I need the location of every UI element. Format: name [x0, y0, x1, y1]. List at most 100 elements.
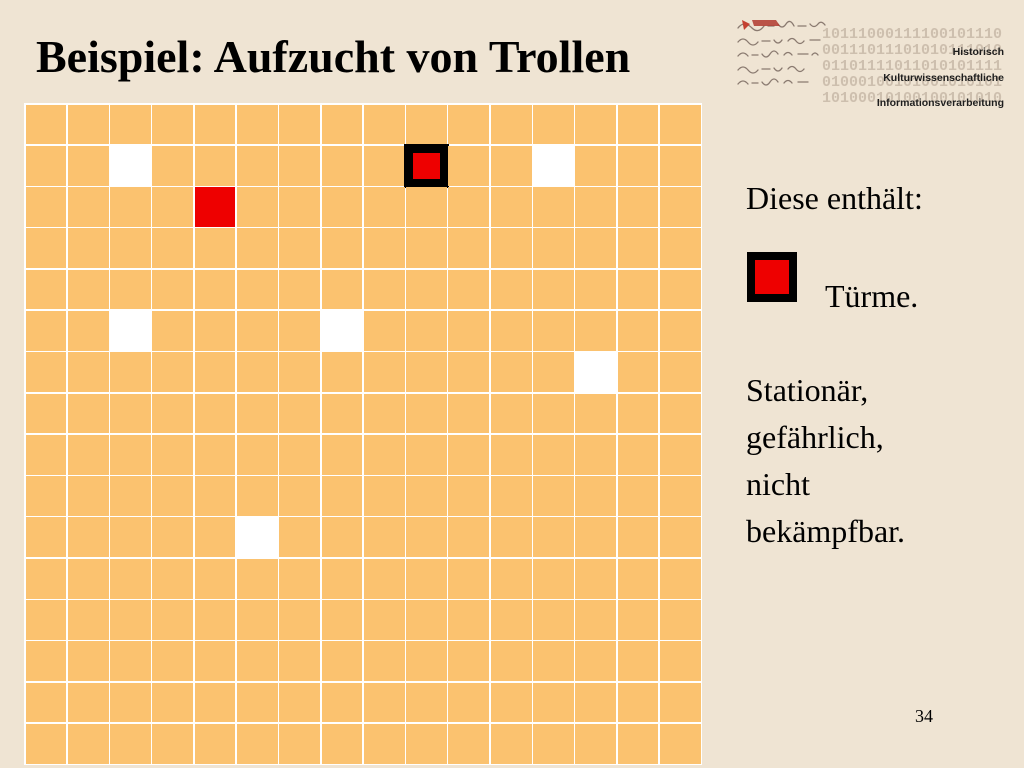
grid-cell [67, 145, 109, 186]
grid-cell [321, 352, 363, 393]
grid-cell [363, 476, 405, 516]
grid-cell [110, 393, 151, 434]
logo-label-historisch: Historisch [952, 46, 1004, 58]
grid-cell [321, 104, 363, 145]
grid-cell-white [575, 352, 617, 393]
grid-cell [406, 434, 447, 475]
grid-cell [279, 434, 321, 475]
grid-cell [406, 269, 447, 310]
grid-cell [279, 723, 321, 764]
grid-cell [236, 641, 278, 682]
grid-cell [575, 641, 617, 682]
grid-cell [110, 228, 151, 269]
grid-cell [321, 517, 363, 558]
grid-cell [490, 641, 532, 682]
grid-cell [152, 641, 194, 682]
grid-cell [194, 641, 236, 682]
grid-cell [25, 641, 67, 682]
grid-cell [363, 269, 405, 310]
grid-cell [152, 476, 194, 516]
grid-cell [490, 269, 532, 310]
grid-cell [279, 187, 321, 227]
grid-cell [448, 558, 490, 599]
grid-cell [110, 682, 151, 723]
grid-cell [659, 352, 701, 393]
grid-cell [194, 723, 236, 764]
grid-cell [110, 434, 151, 475]
grid-cell [363, 310, 405, 351]
grid-cell [448, 641, 490, 682]
grid-cell [575, 269, 617, 310]
grid-cell [67, 104, 109, 145]
slide-title: Beispiel: Aufzucht von Trollen [36, 31, 631, 82]
grid-cell [617, 434, 659, 475]
grid-cell [279, 269, 321, 310]
grid-cell [448, 723, 490, 764]
grid-cell [152, 393, 194, 434]
grid-cell-white [533, 145, 574, 186]
grid-cell [490, 104, 532, 145]
grid-cell [533, 228, 574, 269]
grid-cell [533, 187, 574, 227]
grid-cell [448, 310, 490, 351]
grid-cell [67, 600, 109, 640]
grid-cell [406, 682, 447, 723]
grid-cell [67, 476, 109, 516]
grid-cell [236, 434, 278, 475]
grid-cell [406, 600, 447, 640]
grid-cell [363, 393, 405, 434]
grid-cell [659, 434, 701, 475]
grid-cell [110, 476, 151, 516]
grid-cell [25, 228, 67, 269]
grid-cell [448, 352, 490, 393]
grid-cell [110, 558, 151, 599]
grid-cell-white [110, 145, 151, 186]
grid-cell [448, 476, 490, 516]
grid-cell [659, 310, 701, 351]
grid-cell [321, 434, 363, 475]
grid-cell [236, 145, 278, 186]
grid-cell [25, 352, 67, 393]
grid-cell [321, 228, 363, 269]
grid-cell [279, 104, 321, 145]
grid-cell [152, 269, 194, 310]
grid-cell [533, 393, 574, 434]
grid-cell [617, 187, 659, 227]
grid-cell [236, 682, 278, 723]
grid-cell [110, 641, 151, 682]
grid-cell [448, 682, 490, 723]
logo-label-informationsverarbeitung: Informationsverarbeitung [876, 97, 1004, 109]
grid-cell [533, 558, 574, 599]
grid-cell [406, 187, 447, 227]
grid-cell [194, 682, 236, 723]
grid-cell [110, 600, 151, 640]
grid-cell [67, 228, 109, 269]
grid-cell [279, 641, 321, 682]
grid-cell [321, 558, 363, 599]
grid-cell [363, 187, 405, 227]
grid-cell [575, 228, 617, 269]
grid-cell [617, 723, 659, 764]
grid-cell [194, 228, 236, 269]
grid-cell [617, 682, 659, 723]
grid-cell [406, 393, 447, 434]
grid-cell [236, 393, 278, 434]
grid-cell [617, 558, 659, 599]
grid-cell [490, 310, 532, 351]
grid-cell [659, 187, 701, 227]
grid-cell [152, 310, 194, 351]
grid-cell [25, 558, 67, 599]
grid-cell [533, 269, 574, 310]
grid-cell [152, 352, 194, 393]
grid-cell [236, 228, 278, 269]
grid-cell [279, 558, 321, 599]
grid-cell [659, 145, 701, 186]
grid-cell [617, 641, 659, 682]
grid-cell [617, 600, 659, 640]
grid-cell [659, 269, 701, 310]
page-number: 34 [915, 706, 933, 726]
grid-cell [194, 145, 236, 186]
grid-cell [659, 476, 701, 516]
grid-cell [279, 310, 321, 351]
grid-cell-white [321, 310, 363, 351]
